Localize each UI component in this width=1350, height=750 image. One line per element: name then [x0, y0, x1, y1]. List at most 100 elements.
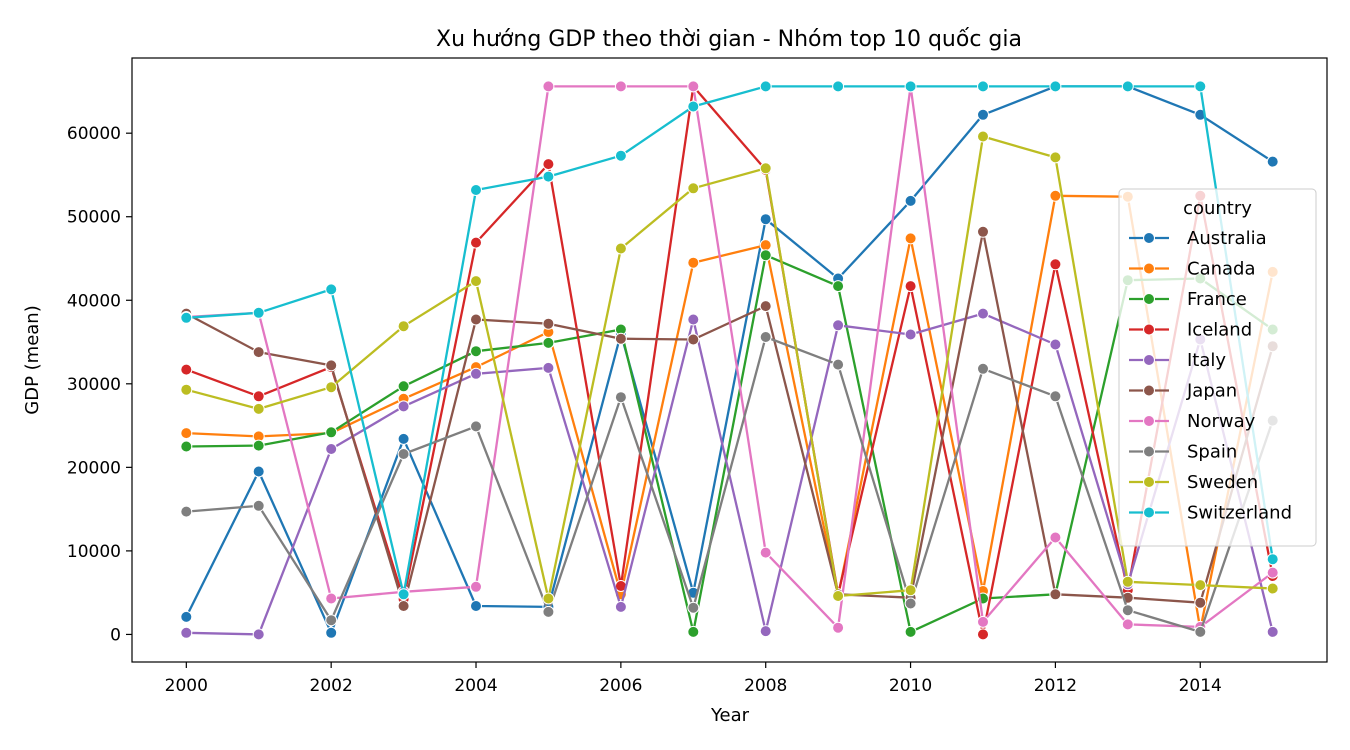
data-point-norway: [470, 580, 482, 593]
data-point-sweden: [1194, 579, 1207, 592]
legend-swatch-marker: [1143, 384, 1155, 397]
legend-item-japan: Japan: [1129, 381, 1237, 402]
data-point-canada: [759, 239, 772, 252]
legend-swatch-marker: [1143, 323, 1155, 336]
data-point-canada: [1049, 189, 1062, 202]
series-spain: [180, 331, 1279, 638]
x-tick-label: 2004: [454, 676, 497, 696]
data-point-australia: [759, 213, 772, 226]
data-point-iceland: [977, 628, 989, 641]
data-point-switzerland: [904, 80, 917, 93]
legend-swatch-marker: [1143, 476, 1155, 488]
data-point-sweden: [977, 130, 989, 143]
data-point-sweden: [614, 242, 627, 255]
data-point-switzerland: [832, 80, 845, 93]
y-tick-label: 20000: [67, 458, 121, 478]
data-point-switzerland: [1194, 80, 1207, 93]
data-point-france: [180, 440, 193, 453]
legend-box: [1118, 188, 1317, 547]
data-point-norway: [542, 80, 555, 93]
data-point-italy: [832, 319, 845, 332]
x-axis-title: Year: [710, 705, 750, 726]
data-point-sweden: [470, 275, 482, 288]
data-point-france: [832, 280, 845, 293]
data-point-japan: [397, 600, 410, 612]
data-point-italy: [542, 361, 555, 374]
data-point-canada: [180, 427, 193, 440]
data-point-japan: [614, 332, 627, 345]
data-point-italy: [252, 628, 265, 641]
data-point-japan: [542, 317, 555, 330]
series-line-switzerland: [186, 85, 1274, 596]
data-point-canada: [687, 256, 700, 269]
data-point-australia: [180, 610, 193, 623]
data-point-norway: [614, 80, 627, 93]
data-point-spain: [470, 420, 482, 433]
data-point-iceland: [542, 158, 555, 171]
legend-label: France: [1187, 289, 1247, 310]
data-point-switzerland: [470, 184, 482, 196]
data-point-switzerland: [397, 588, 410, 601]
legend-item-canada: Canada: [1129, 259, 1256, 280]
series-line-norway: [186, 85, 1274, 629]
data-point-sweden: [180, 383, 193, 396]
data-point-japan: [759, 300, 772, 313]
legend-swatch-marker: [1143, 293, 1155, 305]
data-point-sweden: [252, 402, 265, 415]
data-point-italy: [614, 600, 627, 613]
data-point-spain: [1049, 390, 1062, 403]
data-point-japan: [252, 346, 265, 359]
series-line-france: [186, 254, 1274, 634]
data-point-switzerland: [1049, 80, 1062, 93]
data-point-spain: [759, 331, 772, 343]
data-point-australia: [977, 108, 989, 121]
legend: country Australia Canada France Iceland Italy…: [1118, 188, 1317, 547]
legend-label: Canada: [1187, 259, 1256, 280]
y-axis-title: GDP (mean): [22, 305, 43, 414]
y-axis: 0 10000 20000 30000 40000 50000 60000: [67, 124, 132, 645]
data-point-sweden: [325, 381, 338, 394]
data-point-france: [470, 345, 482, 358]
data-point-switzerland: [325, 283, 338, 296]
data-point-iceland: [252, 390, 265, 403]
data-point-japan: [687, 333, 700, 346]
data-point-italy: [1049, 338, 1062, 351]
legend-label: Japan: [1186, 381, 1237, 402]
legend-label: Australia: [1187, 228, 1267, 249]
y-tick-label: 30000: [67, 375, 121, 395]
series-line-canada: [186, 194, 1274, 631]
data-point-spain: [180, 505, 193, 518]
legend-item-spain: Spain: [1129, 442, 1237, 463]
legend-swatch-marker: [1143, 262, 1155, 275]
data-point-iceland: [180, 363, 193, 376]
data-point-australia: [397, 432, 410, 445]
y-tick-label: 60000: [67, 124, 121, 144]
data-point-france: [542, 336, 555, 349]
legend-label: Switzerland: [1187, 503, 1292, 524]
series-switzerland: [180, 80, 1279, 601]
legend-item-switzerland: Switzerland: [1129, 503, 1292, 524]
data-point-iceland: [470, 236, 482, 249]
series-sweden: [180, 130, 1279, 605]
series-line-sweden: [186, 135, 1273, 600]
series-norway: [180, 80, 1279, 634]
data-point-australia: [325, 626, 338, 639]
data-point-norway: [977, 615, 989, 628]
legend-label: Norway: [1187, 411, 1256, 432]
data-point-canada: [904, 232, 917, 245]
data-point-sweden: [759, 162, 772, 175]
data-point-switzerland: [252, 306, 265, 319]
y-tick-label: 0: [110, 625, 121, 645]
data-point-spain: [1194, 625, 1207, 638]
legend-item-sweden: Sweden: [1129, 472, 1258, 493]
y-tick-label: 50000: [67, 208, 121, 228]
legend-swatch-marker: [1143, 415, 1155, 427]
legend-swatch-marker: [1143, 232, 1155, 244]
data-point-sweden: [1121, 575, 1134, 588]
data-point-italy: [325, 443, 338, 455]
data-point-italy: [904, 328, 917, 341]
data-point-switzerland: [759, 80, 772, 93]
legend-item-australia: Australia: [1129, 228, 1267, 249]
data-point-japan: [977, 225, 989, 238]
